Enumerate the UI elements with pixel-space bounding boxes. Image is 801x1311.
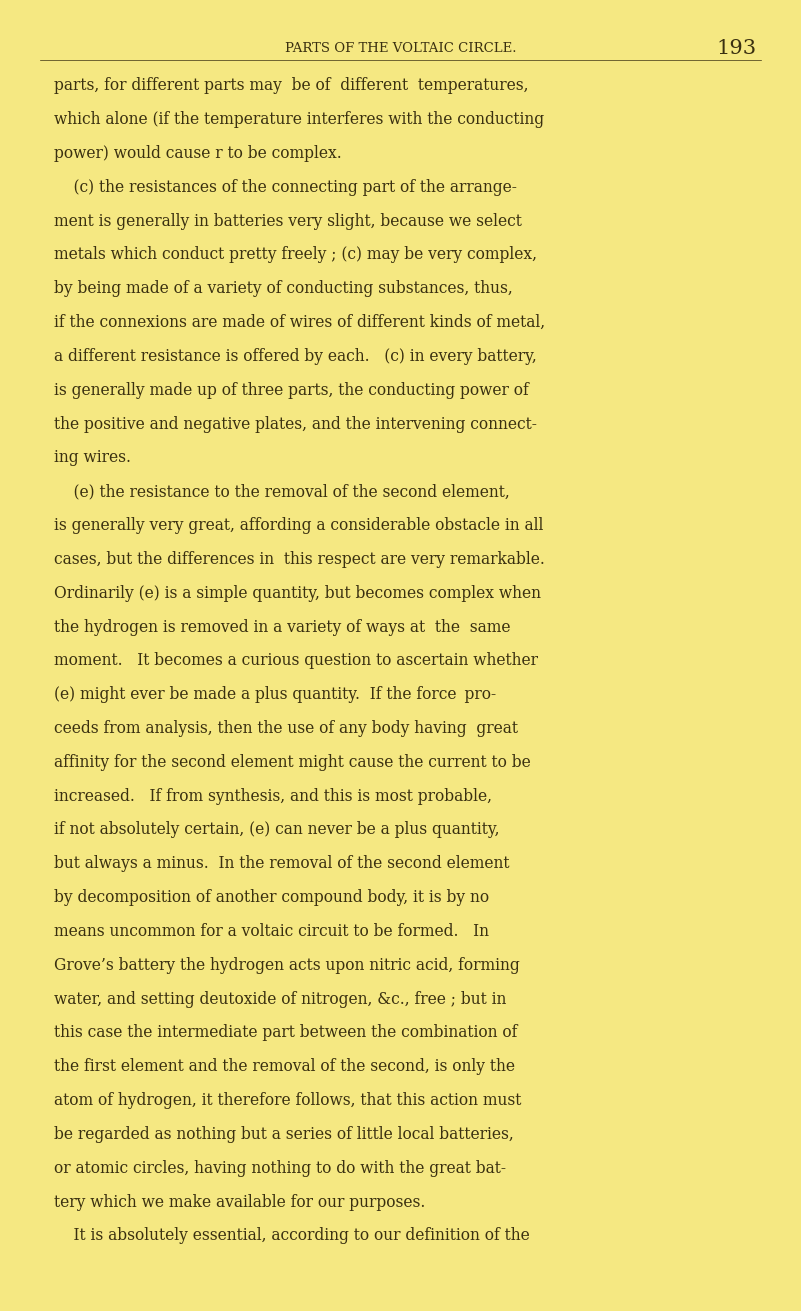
Text: increased.   If from synthesis, and this is most probable,: increased. If from synthesis, and this i…: [54, 788, 493, 805]
Text: be regarded as nothing but a series of little local batteries,: be regarded as nothing but a series of l…: [54, 1126, 514, 1143]
Text: by decomposition of another compound body, it is by no: by decomposition of another compound bod…: [54, 889, 489, 906]
Text: It is absolutely essential, according to our definition of the: It is absolutely essential, according to…: [54, 1227, 530, 1244]
Text: but always a minus.  In the removal of the second element: but always a minus. In the removal of th…: [54, 855, 510, 872]
Text: tery which we make available for our purposes.: tery which we make available for our pur…: [54, 1193, 426, 1210]
Text: by being made of a variety of conducting substances, thus,: by being made of a variety of conducting…: [54, 281, 513, 298]
Text: metals which conduct pretty freely ; (c) may be very complex,: metals which conduct pretty freely ; (c)…: [54, 246, 537, 264]
Text: power) would cause r to be complex.: power) would cause r to be complex.: [54, 146, 342, 163]
Text: the positive and negative plates, and the intervening connect-: the positive and negative plates, and th…: [54, 416, 537, 433]
Text: Grove’s battery the hydrogen acts upon nitric acid, forming: Grove’s battery the hydrogen acts upon n…: [54, 957, 520, 974]
Text: this case the intermediate part between the combination of: this case the intermediate part between …: [54, 1024, 517, 1041]
Text: which alone (if the temperature interferes with the conducting: which alone (if the temperature interfer…: [54, 111, 545, 128]
Text: water, and setting deutoxide of nitrogen, &c., free ; but in: water, and setting deutoxide of nitrogen…: [54, 991, 507, 1008]
Text: moment.   It becomes a curious question to ascertain whether: moment. It becomes a curious question to…: [54, 653, 538, 670]
Text: the first element and the removal of the second, is only the: the first element and the removal of the…: [54, 1058, 516, 1075]
Text: ment is generally in batteries very slight, because we select: ment is generally in batteries very slig…: [54, 212, 522, 229]
Text: (e) the resistance to the removal of the second element,: (e) the resistance to the removal of the…: [54, 484, 510, 501]
Text: is generally very great, affording a considerable obstacle in all: is generally very great, affording a con…: [54, 517, 544, 534]
Text: ing wires.: ing wires.: [54, 450, 131, 467]
Text: means uncommon for a voltaic circuit to be formed.   In: means uncommon for a voltaic circuit to …: [54, 923, 489, 940]
Text: Ordinarily (e) is a simple quantity, but becomes complex when: Ordinarily (e) is a simple quantity, but…: [54, 585, 541, 602]
Text: 193: 193: [717, 39, 757, 58]
Text: if not absolutely certain, (e) can never be a plus quantity,: if not absolutely certain, (e) can never…: [54, 822, 500, 839]
Text: if the connexions are made of wires of different kinds of metal,: if the connexions are made of wires of d…: [54, 315, 545, 332]
Text: parts, for different parts may  be of  different  temperatures,: parts, for different parts may be of dif…: [54, 77, 529, 94]
Text: is generally made up of three parts, the conducting power of: is generally made up of three parts, the…: [54, 382, 529, 399]
Text: ceeds from analysis, then the use of any body having  great: ceeds from analysis, then the use of any…: [54, 720, 518, 737]
Text: atom of hydrogen, it therefore follows, that this action must: atom of hydrogen, it therefore follows, …: [54, 1092, 521, 1109]
Text: PARTS OF THE VOLTAIC CIRCLE.: PARTS OF THE VOLTAIC CIRCLE.: [284, 42, 517, 55]
Text: or atomic circles, having nothing to do with the great bat-: or atomic circles, having nothing to do …: [54, 1160, 506, 1177]
Text: a different resistance is offered by each.   (c) in every battery,: a different resistance is offered by eac…: [54, 347, 537, 364]
Text: (e) might ever be made a plus quantity.  If the force  pro-: (e) might ever be made a plus quantity. …: [54, 686, 497, 703]
Text: cases, but the differences in  this respect are very remarkable.: cases, but the differences in this respe…: [54, 551, 545, 568]
Text: (c) the resistances of the connecting part of the arrange-: (c) the resistances of the connecting pa…: [54, 178, 517, 195]
Text: affinity for the second element might cause the current to be: affinity for the second element might ca…: [54, 754, 531, 771]
Text: the hydrogen is removed in a variety of ways at  the  same: the hydrogen is removed in a variety of …: [54, 619, 511, 636]
